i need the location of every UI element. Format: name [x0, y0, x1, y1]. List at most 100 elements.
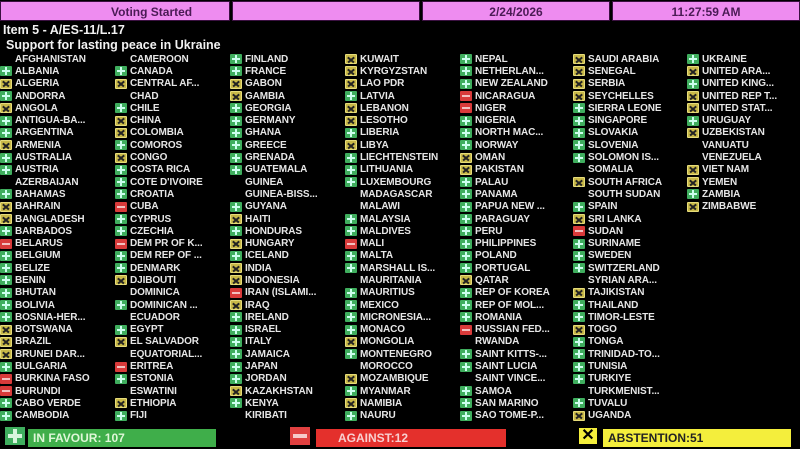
country-name: FRANCE	[245, 65, 287, 77]
country-row: COMOROS	[115, 139, 230, 151]
abstain-vote-icon	[0, 324, 12, 335]
yes-vote-icon	[460, 312, 472, 323]
yes-vote-icon	[573, 250, 585, 261]
country-row: SINGAPORE	[573, 114, 688, 126]
country-row: MAURITANIA	[345, 274, 460, 286]
country-name: ANTIGUA-BA...	[15, 115, 86, 127]
country-row: LITHUANIA	[345, 164, 460, 176]
yes-vote-icon	[345, 287, 357, 298]
yes-vote-icon	[0, 300, 12, 311]
country-row: JAPAN	[230, 360, 345, 372]
status-bar: Voting Started	[0, 1, 230, 21]
abstain-vote-icon	[0, 349, 12, 360]
yes-vote-icon	[573, 336, 585, 347]
country-name: PAPUA NEW ...	[475, 201, 545, 213]
yes-vote-icon	[0, 115, 12, 126]
country-name: CUBA	[130, 201, 159, 213]
country-row: GUATEMALA	[230, 164, 345, 176]
country-name: BOTSWANA	[15, 324, 73, 336]
abstain-vote-icon	[687, 164, 699, 175]
yes-vote-icon	[0, 66, 12, 77]
yes-vote-icon	[460, 54, 472, 65]
country-row: NORWAY	[460, 139, 575, 151]
country-row: MALI	[345, 237, 460, 249]
abstain-vote-icon	[230, 238, 242, 249]
country-row: MEXICO	[345, 299, 460, 311]
country-row: AUSTRIA	[0, 164, 115, 176]
country-row: BAHRAIN	[0, 201, 115, 213]
country-name: SUDAN	[588, 225, 624, 237]
country-name: OMAN	[475, 152, 506, 164]
country-name: UZBEKISTAN	[702, 127, 765, 139]
country-name: ECUADOR	[130, 311, 180, 323]
country-row: ARMENIA	[0, 139, 115, 151]
yes-vote-icon	[115, 66, 127, 77]
country-row: KUWAIT	[345, 53, 460, 65]
country-row: PANAMA	[460, 188, 575, 200]
country-name: TUNISIA	[588, 361, 628, 373]
country-row: GHANA	[230, 127, 345, 139]
no-vote-icon	[460, 103, 472, 114]
country-name: IRELAND	[245, 311, 289, 323]
country-name: HAITI	[245, 213, 271, 225]
country-name: CANADA	[130, 65, 173, 77]
country-name: SERBIA	[588, 78, 626, 90]
country-name: INDONESIA	[245, 274, 300, 286]
country-name: TURKIYE	[588, 373, 632, 385]
abstain-vote-icon	[345, 78, 357, 89]
country-row: CENTRAL AF...	[115, 78, 230, 90]
country-name: DEM PR OF K...	[130, 238, 203, 250]
no-vote-icon	[115, 201, 127, 212]
abstention-total: ABSTENTION:51	[603, 429, 791, 447]
country-row: SPAIN	[573, 201, 688, 213]
abstain-vote-icon	[115, 127, 127, 138]
yes-vote-icon	[230, 66, 242, 77]
yes-vote-icon	[230, 127, 242, 138]
yes-vote-icon	[460, 238, 472, 249]
country-row: NEW ZEALAND	[460, 78, 575, 90]
country-row: UNITED REP T...	[687, 90, 800, 102]
country-row: EL SALVADOR	[115, 336, 230, 348]
country-name: TURKMENIST...	[588, 385, 660, 397]
country-name: LUXEMBOURG	[360, 176, 432, 188]
country-row: SWEDEN	[573, 250, 688, 262]
country-name: MALAWI	[360, 201, 400, 213]
yes-vote-icon	[115, 250, 127, 261]
country-name: SOLOMON IS...	[588, 152, 659, 164]
country-row: UZBEKISTAN	[687, 127, 800, 139]
country-row: TRINIDAD-TO...	[573, 348, 688, 360]
country-row: INDIA	[230, 262, 345, 274]
country-row: SYRIAN ARA...	[573, 274, 688, 286]
country-row: GUINEA-BISS...	[230, 188, 345, 200]
yes-vote-icon	[0, 164, 12, 175]
country-row: KYRGYZSTAN	[345, 65, 460, 77]
country-row: ESWATINI	[115, 385, 230, 397]
country-row: NAMIBIA	[345, 397, 460, 409]
country-row: BHUTAN	[0, 287, 115, 299]
no-vote-icon	[573, 226, 585, 237]
country-name: PANAMA	[475, 188, 518, 200]
country-name: ISRAEL	[245, 324, 282, 336]
no-vote-icon	[345, 238, 357, 249]
abstain-vote-icon	[573, 410, 585, 421]
country-row: SOMALIA	[573, 164, 688, 176]
country-name: MADAGASCAR	[360, 188, 433, 200]
country-row: SAINT LUCIA	[460, 360, 575, 372]
country-row: LIBYA	[345, 139, 460, 151]
country-row: SURINAME	[573, 237, 688, 249]
country-name: SYRIAN ARA...	[588, 274, 657, 286]
country-name: LEBANON	[360, 102, 409, 114]
abstain-vote-icon	[0, 140, 12, 151]
abstain-vote-icon	[115, 115, 127, 126]
country-name: BRAZIL	[15, 336, 52, 348]
abstain-vote-icon	[573, 66, 585, 77]
country-row: GUYANA	[230, 201, 345, 213]
yes-vote-icon	[573, 201, 585, 212]
yes-vote-icon	[230, 398, 242, 409]
country-name: COTE D'IVOIRE	[130, 176, 203, 188]
country-row: IRAQ	[230, 299, 345, 311]
yes-vote-icon	[230, 324, 242, 335]
yes-vote-icon	[230, 54, 242, 65]
country-name: UGANDA	[588, 410, 632, 422]
country-name: PHILIPPINES	[475, 238, 537, 250]
